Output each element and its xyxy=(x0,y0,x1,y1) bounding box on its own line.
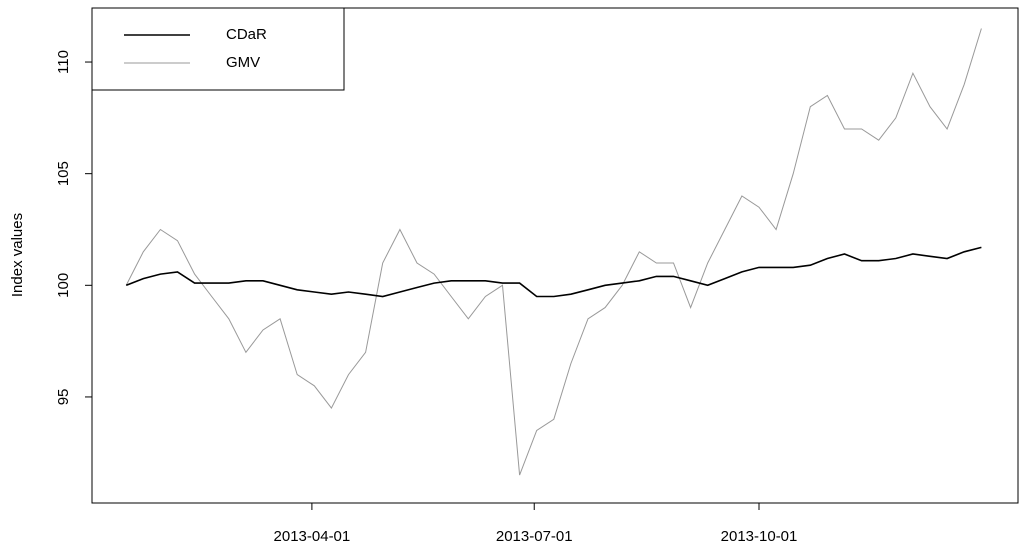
y-tick-label: 95 xyxy=(55,389,72,406)
x-tick-label: 2013-04-01 xyxy=(274,528,351,545)
x-tick-label: 2013-07-01 xyxy=(496,528,573,545)
y-tick-label: 110 xyxy=(55,50,72,74)
y-tick-label: 100 xyxy=(55,273,72,298)
legend-box xyxy=(91,7,345,91)
plot-frame xyxy=(91,7,1019,504)
series-line xyxy=(125,246,982,298)
series-line xyxy=(125,28,982,476)
x-tick-label: 2013-10-01 xyxy=(721,528,798,545)
y-axis-label: Index values xyxy=(9,213,26,297)
legend-label: CDaR xyxy=(226,26,267,43)
legend-label: GMV xyxy=(226,54,260,71)
y-tick-label: 105 xyxy=(55,161,72,186)
